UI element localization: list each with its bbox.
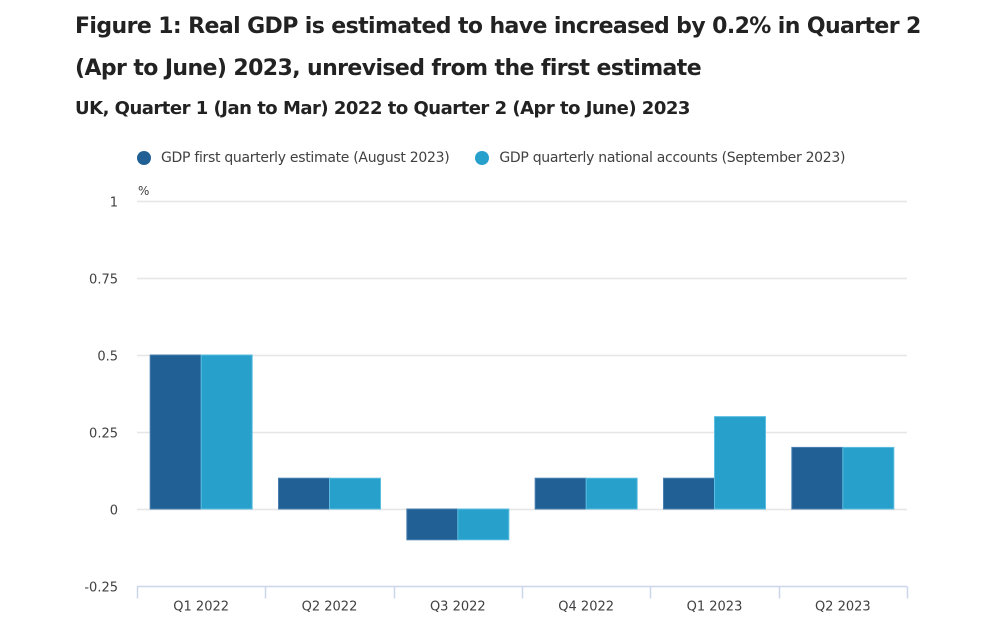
x-tick-label: Q2 2022 (302, 600, 358, 615)
x-tick-label: Q1 2023 (687, 600, 743, 615)
bar-first-estimate-q1-2023[interactable] (663, 477, 715, 510)
bar-first-estimate-q4-2022[interactable] (534, 477, 587, 510)
x-axis (136, 585, 909, 599)
x-tick-label: Q2 2023 (815, 600, 871, 615)
bar-national-accounts-q3-2022[interactable] (457, 508, 510, 541)
legend-marker-icon (137, 151, 151, 165)
y-axis-unit-label: % (138, 184, 150, 198)
y-tick-label: 0 (110, 504, 118, 519)
legend-item-national-accounts[interactable]: GDP quarterly national accounts (Septemb… (475, 150, 845, 166)
bar-national-accounts-q2-2022[interactable] (329, 477, 381, 510)
bar-first-estimate-q2-2022[interactable] (278, 477, 330, 510)
y-axis-ticks: -0.25 0 0.25 0.5 0.75 1 (84, 196, 118, 596)
x-tick-label: Q1 2022 (173, 600, 229, 615)
bar-national-accounts-q1-2022[interactable] (200, 354, 253, 510)
y-tick-label: 0.5 (97, 350, 118, 365)
bar-national-accounts-q1-2023[interactable] (714, 416, 766, 510)
y-tick-label: 0.75 (89, 273, 118, 288)
legend-label: GDP quarterly national accounts (Septemb… (499, 150, 846, 166)
y-tick-label: 1 (110, 196, 118, 211)
bar-first-estimate-q1-2022[interactable] (149, 354, 202, 510)
x-axis-ticks: Q1 2022 Q2 2022 Q3 2022 Q4 2022 Q1 2023 Q2 20… (173, 600, 870, 615)
bars (149, 354, 895, 541)
x-tick-label: Q3 2022 (430, 600, 486, 615)
legend-label: GDP first quarterly estimate (August 202… (161, 150, 450, 166)
legend-marker-icon (475, 151, 490, 165)
chart-subtitle: UK, Quarter 1 (Jan to Mar) 2022 to Quart… (75, 98, 690, 119)
y-tick-label: -0.25 (84, 581, 118, 596)
legend-item-first-estimate[interactable]: GDP first quarterly estimate (August 202… (137, 150, 450, 166)
chart-title: Figure 1: Real GDP is estimated to have … (75, 14, 921, 81)
bar-national-accounts-q4-2022[interactable] (585, 477, 638, 510)
gridlines (137, 200, 907, 511)
chart-legend: GDP first quarterly estimate (August 202… (137, 150, 871, 166)
bar-first-estimate-q3-2022[interactable] (406, 508, 459, 541)
x-tick-label: Q4 2022 (558, 600, 614, 615)
bar-first-estimate-q2-2023[interactable] (791, 446, 844, 510)
bar-national-accounts-q2-2023[interactable] (842, 446, 895, 510)
y-tick-label: 0.25 (89, 427, 118, 442)
